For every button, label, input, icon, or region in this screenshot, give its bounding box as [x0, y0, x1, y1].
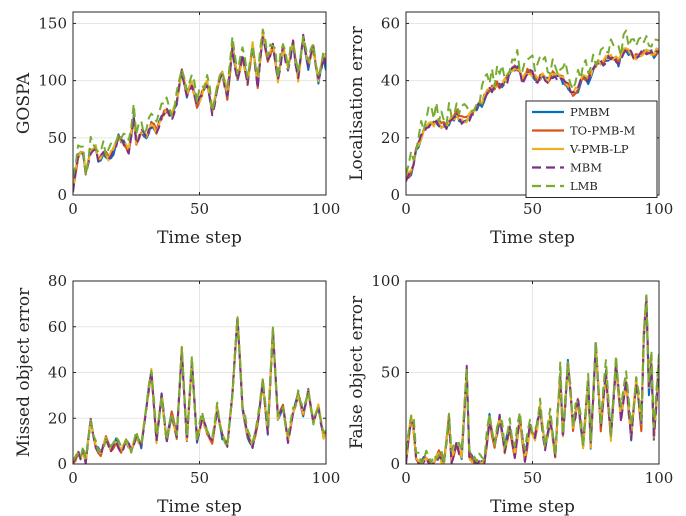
- series-line-lmb: [73, 316, 326, 462]
- series-line-mbm: [406, 47, 659, 182]
- x-tick-label: 50: [523, 200, 542, 218]
- x-axis-label: Time step: [490, 228, 575, 248]
- legend-label: MBM: [570, 161, 602, 175]
- plot-localisation-error: 0 50 100 0 20 40 60 Time step Localisation error…: [347, 11, 674, 248]
- x-tick-label: 50: [523, 469, 542, 487]
- y-tick-label: 20: [381, 129, 400, 147]
- x-tick-label: 0: [68, 469, 78, 487]
- legend-label: V-PMB-LP: [569, 142, 629, 156]
- y-tick-label: 0: [390, 186, 400, 204]
- x-tick-label: 100: [312, 469, 341, 487]
- y-axis-label: False object error: [347, 295, 367, 449]
- x-tick-label: 100: [645, 469, 674, 487]
- y-tick-label: 100: [38, 72, 67, 90]
- legend-label: LMB: [570, 179, 598, 193]
- y-tick-label: 0: [57, 455, 67, 473]
- y-tick-label: 20: [48, 409, 67, 427]
- x-axis-label: Time step: [157, 497, 242, 516]
- y-tick-label: 80: [48, 272, 67, 290]
- x-axis-label: Time step: [490, 497, 575, 516]
- x-tick-label: 0: [401, 200, 411, 218]
- y-tick-label: 0: [57, 186, 67, 204]
- y-axis-label: GOSPA: [14, 72, 34, 134]
- legend-label: TO-PMB-M: [570, 124, 635, 138]
- y-axis-label: Missed object error: [14, 287, 34, 457]
- plot-false-object-error: 0 50 100 0 50 100 Time step False object error: [347, 272, 673, 516]
- plot-missed-object-error: 0 50 100 0 20 40 60 80 Time step Missed object er…: [14, 272, 340, 516]
- y-tick-label: 50: [381, 364, 400, 382]
- y-tick-label: 60: [381, 14, 400, 32]
- x-tick-label: 50: [190, 469, 209, 487]
- x-tick-label: 50: [190, 200, 209, 218]
- series-line-v-pmb-lp: [406, 47, 659, 180]
- series-line-lmb: [406, 294, 659, 464]
- y-tick-label: 50: [48, 129, 67, 147]
- x-tick-label: 100: [645, 200, 674, 218]
- series-line-mbm: [73, 33, 326, 193]
- legend-label: PMBM: [570, 105, 610, 119]
- x-tick-label: 0: [401, 469, 411, 487]
- y-tick-label: 40: [48, 364, 67, 382]
- series-line-v-pmb-lp: [73, 30, 326, 191]
- series-line-lmb: [73, 28, 326, 177]
- x-axis-label: Time step: [157, 228, 242, 248]
- legend: PMBM TO-PMB-M V-PMB-LP MBM LMB: [525, 100, 658, 198]
- y-tick-label: 60: [48, 318, 67, 336]
- x-tick-label: 100: [312, 200, 341, 218]
- y-axis-label: Localisation error: [347, 25, 367, 180]
- x-tick-label: 0: [68, 200, 78, 218]
- series-line-lmb: [406, 29, 659, 175]
- y-tick-label: 0: [390, 455, 400, 473]
- y-tick-label: 40: [381, 72, 400, 90]
- plot-gospa: 0 50 100 0 50 100 150 Time step GOSPA: [14, 11, 341, 248]
- y-tick-label: 100: [371, 272, 400, 290]
- y-tick-label: 150: [38, 14, 67, 32]
